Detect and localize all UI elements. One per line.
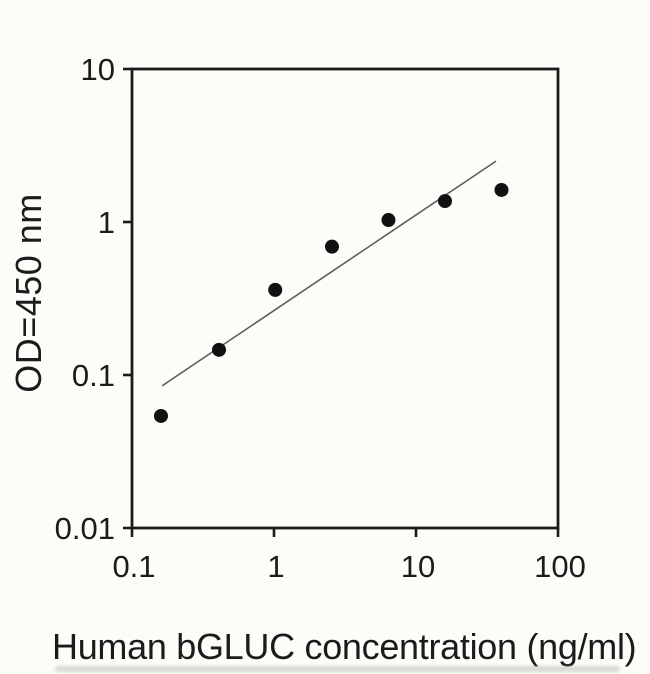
x-tick-label: 10 — [401, 549, 435, 584]
data-point — [212, 342, 227, 357]
x-axis-title: Human bGLUC concentration (ng/ml) — [52, 626, 637, 667]
y-tick-label: 0.01 — [55, 511, 115, 546]
y-tick-label: 0.1 — [72, 358, 115, 393]
axes-frame — [130, 67, 560, 530]
y-tick-label: 10 — [81, 52, 115, 87]
data-point — [381, 213, 396, 228]
x-tick-label: 100 — [534, 549, 586, 584]
y-tick-label: 1 — [98, 205, 115, 240]
data-point — [494, 182, 509, 197]
cropped-bottom-artifact — [55, 666, 620, 672]
x-tick-label: 0.1 — [112, 549, 155, 584]
y-axis-title: OD=450 nm — [8, 193, 49, 393]
data-point — [268, 282, 283, 297]
data-point — [437, 194, 452, 209]
x-tick-label: 1 — [267, 549, 284, 584]
data-point — [324, 239, 339, 254]
data-point — [153, 408, 168, 423]
